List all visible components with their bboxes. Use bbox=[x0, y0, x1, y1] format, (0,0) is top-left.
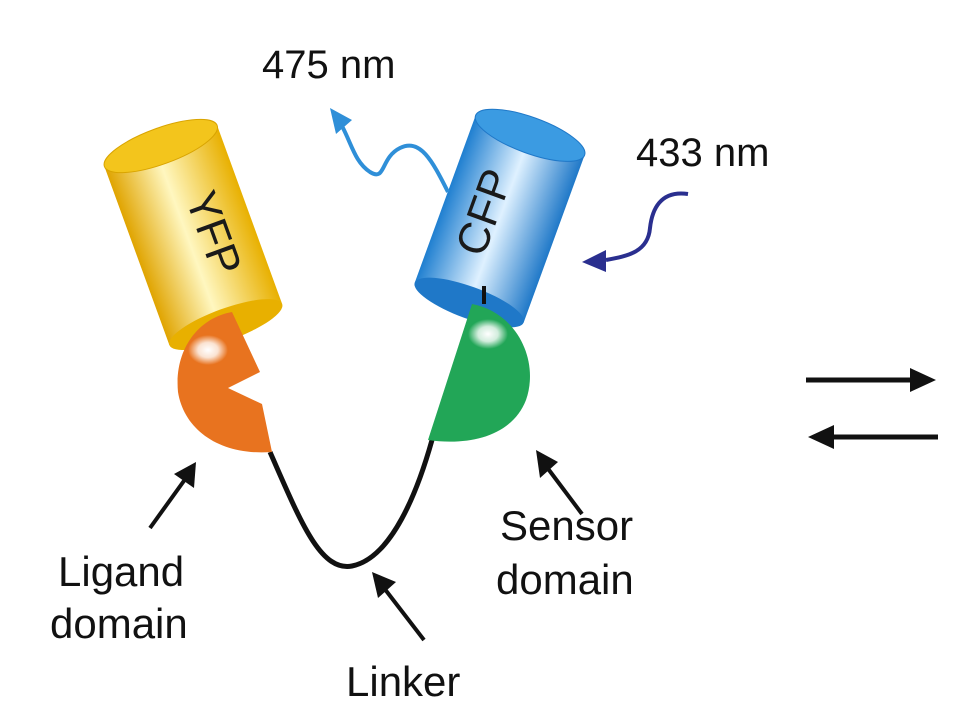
ligand-pointer-arrow bbox=[148, 462, 196, 530]
emission-wavelength-label: 475 nm bbox=[262, 43, 395, 87]
excitation-wave-arrow bbox=[582, 191, 689, 272]
sensor-domain-shape bbox=[428, 304, 530, 442]
sensor-label-line1: Sensor bbox=[500, 502, 633, 549]
yfp-cylinder: YFP bbox=[103, 118, 283, 351]
emission-wave-arrow bbox=[330, 108, 450, 193]
equilibrium-arrows bbox=[806, 368, 938, 449]
ligand-label-line2: domain bbox=[50, 600, 188, 647]
cfp-cylinder: CFP bbox=[414, 108, 586, 328]
linker-label: Linker bbox=[346, 658, 460, 705]
linker-line bbox=[267, 439, 435, 569]
sensor-label-line2: domain bbox=[496, 556, 634, 603]
excitation-wavelength-label: 433 nm bbox=[636, 131, 769, 175]
ligand-label-line1: Ligand bbox=[58, 548, 184, 595]
sensor-pointer-arrow bbox=[536, 450, 584, 516]
ligand-domain-shape bbox=[177, 312, 272, 453]
linker-pointer-arrow bbox=[372, 572, 426, 642]
